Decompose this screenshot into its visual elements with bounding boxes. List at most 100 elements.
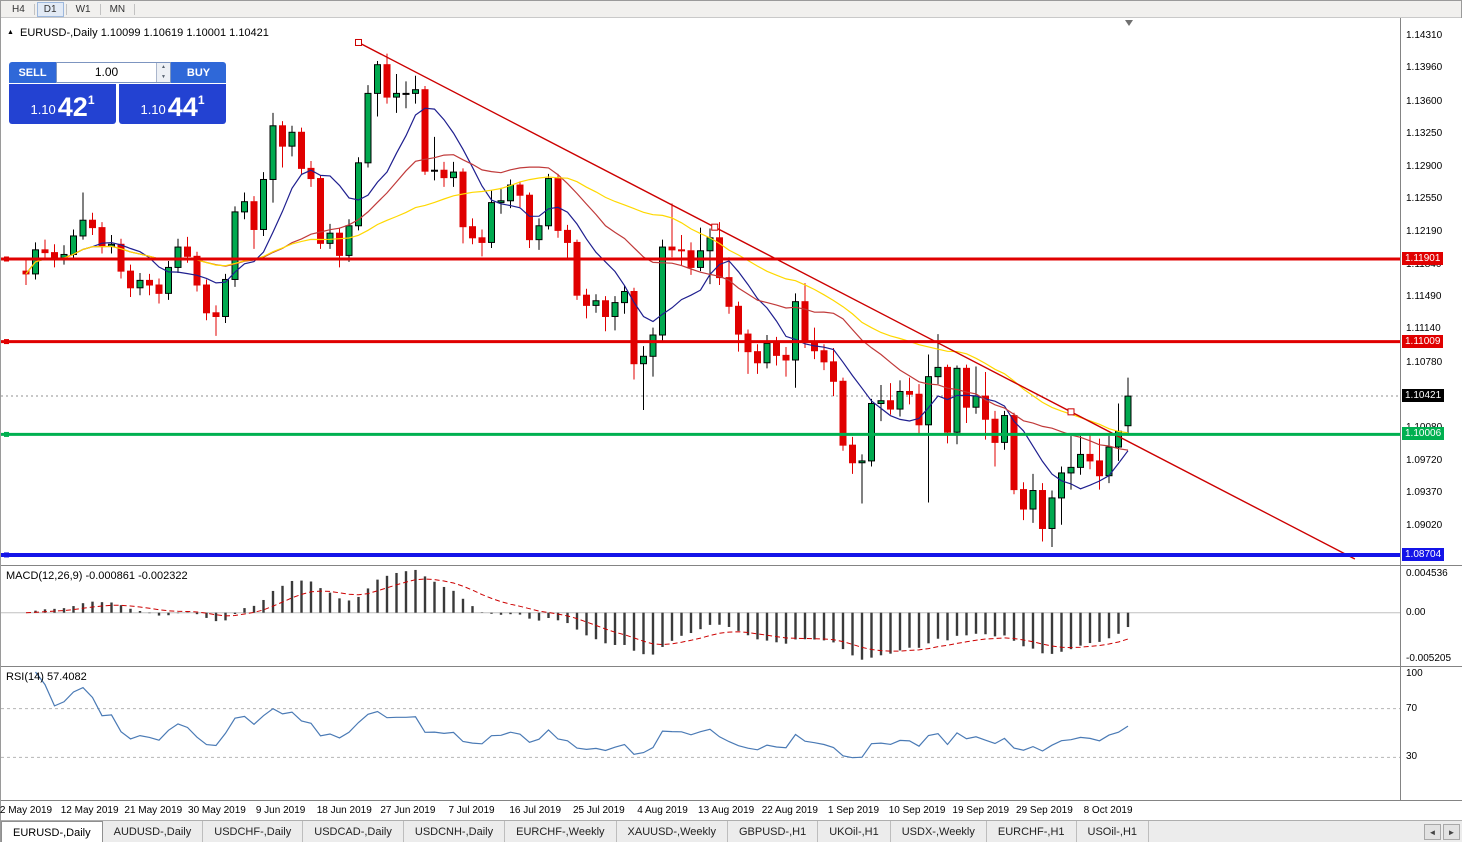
bid-price-badge: 1.10421: [1402, 389, 1445, 402]
date-label: 8 Oct 2019: [1083, 805, 1133, 816]
ma-20-line: [25, 154, 1129, 451]
level-line-anchor: [4, 339, 9, 345]
date-label: 19 Sep 2019: [952, 805, 1010, 816]
date-label: 22 Aug 2019: [761, 805, 818, 816]
chart-tab-audusd-daily[interactable]: AUDUSD-,Daily: [102, 821, 204, 842]
chart-tab-usdcad-daily[interactable]: USDCAD-,Daily: [303, 821, 404, 842]
candlestick-chart[interactable]: [1, 18, 1400, 565]
date-label: 13 Aug 2019: [698, 805, 755, 816]
date-label: 9 Jun 2019: [255, 805, 306, 816]
trendline-anchor: [711, 223, 719, 231]
chart-tab-xauusd-weekly[interactable]: XAUUSD-,Weekly: [616, 821, 728, 842]
sell-button[interactable]: SELL: [9, 62, 56, 83]
volume-increase-button[interactable]: ▲: [157, 63, 170, 73]
ma-8-line: [25, 107, 1129, 490]
toolbar-separator: [134, 3, 136, 15]
toolbar-separator: [33, 3, 35, 15]
price-chart-pane: 1.14310 1.13960 1.13600 1.13250 1.12900 1.125…: [1, 18, 1462, 565]
symbol-triangle-icon: ▲: [7, 29, 14, 36]
buy-price-display[interactable]: 1.10 44 1: [119, 84, 226, 124]
price-tick: 1.14310: [1406, 30, 1443, 41]
tabs-scroll-right-button[interactable]: ►: [1443, 824, 1460, 840]
rsi-tick: 30: [1406, 751, 1418, 763]
chart-tab-ukoil-h1[interactable]: UKOil-,H1: [818, 821, 891, 842]
rsi-tick: 100: [1406, 668, 1423, 679]
price-tick: 1.12550: [1406, 192, 1443, 204]
price-tick: 1.09720: [1406, 454, 1443, 466]
timeframe-button-mn[interactable]: MN: [109, 3, 126, 15]
chart-tab-usdcnh-daily[interactable]: USDCNH-,Daily: [403, 821, 506, 842]
level-line-anchor: [4, 431, 9, 437]
chart-tab-eurchf-h1[interactable]: EURCHF-,H1: [986, 821, 1077, 842]
volume-spinner: ▲ ▼: [156, 63, 170, 82]
descending-trendline: [358, 41, 1356, 560]
date-label: 2 May 2019: [0, 805, 53, 816]
toolbar-separator: [99, 3, 101, 15]
price-tick: 1.10780: [1406, 356, 1443, 368]
trendline-anchor: [355, 38, 362, 46]
rsi-indicator-pane: 100 70 30 RSI(14) 57.4082: [1, 666, 1462, 800]
timeframe-toolbar: H4 D1 W1 MN: [1, 1, 1461, 18]
chart-shift-marker: [1125, 20, 1133, 26]
date-label: 30 May 2019: [188, 805, 246, 816]
price-tick: 1.12190: [1406, 226, 1443, 238]
rsi-tick: 70: [1406, 702, 1418, 714]
macd-tick: -0.005205: [1406, 653, 1452, 664]
price-tick: 1.11140: [1406, 323, 1441, 335]
level-price-badge: 1.11009: [1402, 334, 1444, 348]
timeframe-button-w1[interactable]: W1: [75, 3, 91, 15]
macd-signal-line: [25, 578, 1129, 652]
buy-button[interactable]: BUY: [171, 62, 226, 83]
macd-label: MACD(12,26,9) -0.000861 -0.002322: [6, 570, 188, 582]
sell-price-display[interactable]: 1.10 42 1: [9, 84, 116, 124]
date-label: 25 Jul 2019: [572, 805, 625, 816]
toolbar-separator: [65, 3, 67, 15]
candles-layer: [22, 53, 1132, 547]
level-price-badge: 1.08704: [1402, 547, 1445, 561]
date-label: 29 Sep 2019: [1016, 805, 1073, 816]
macd-histogram: [34, 569, 1130, 660]
chart-tab-usoil-h1[interactable]: USOil-,H1: [1076, 821, 1150, 842]
level-line-anchor: [4, 552, 9, 558]
ma-33-line: [25, 176, 1129, 434]
timeframe-button-h4[interactable]: H4: [12, 3, 25, 15]
date-label: 21 May 2019: [124, 805, 183, 816]
macd-chart[interactable]: [1, 566, 1400, 666]
tabs-scroll-left-button[interactable]: ◄: [1424, 824, 1441, 840]
timeframe-button-d1[interactable]: D1: [36, 1, 64, 17]
chart-tab-eurchf-weekly[interactable]: EURCHF-,Weekly: [505, 821, 617, 842]
buy-price-point: 1: [197, 93, 205, 107]
chart-tab-gbpusd-h1[interactable]: GBPUSD-,H1: [727, 821, 819, 842]
level-price-badge: 1.11901: [1402, 252, 1444, 265]
date-label: 27 Jun 2019: [380, 805, 436, 816]
chart-title-symbol: EURUSD-,Daily: [20, 27, 98, 39]
chart-tab-usdchf-daily[interactable]: USDCHF-,Daily: [203, 821, 304, 842]
date-label: 4 Aug 2019: [637, 805, 688, 816]
level-price-badge: 1.10006: [1402, 427, 1445, 441]
date-label: 10 Sep 2019: [888, 805, 946, 816]
price-tick: 1.09020: [1406, 519, 1443, 531]
sell-price-pips: 42: [57, 92, 88, 122]
price-tick: 1.13250: [1406, 128, 1443, 140]
price-tick: 1.10080: [1406, 422, 1442, 433]
macd-tick: 0.004536: [1406, 568, 1448, 579]
sell-price-prefix: 1.10: [30, 102, 56, 117]
price-tick: 1.13600: [1406, 95, 1443, 107]
buy-price-pips: 44: [167, 92, 198, 122]
volume-input[interactable]: 1.00 ▲ ▼: [56, 62, 171, 83]
price-tick: 1.13960: [1406, 62, 1443, 74]
rsi-chart[interactable]: [1, 667, 1400, 800]
volume-decrease-button[interactable]: ▼: [157, 72, 170, 82]
chart-title-ohlc: 1.10099 1.10619 1.10001 1.10421: [100, 27, 269, 39]
price-tick: 1.09370: [1406, 487, 1443, 499]
chart-title: ▲ EURUSD-,Daily 1.10099 1.10619 1.10001 …: [7, 27, 269, 39]
price-tick: 1.11490: [1406, 291, 1442, 303]
macd-tick: 0.00: [1406, 606, 1426, 618]
chart-tab-usdx-weekly[interactable]: USDX-,Weekly: [890, 821, 987, 842]
chart-tab-bar: EURUSD-,Daily AUDUSD-,Daily USDCHF-,Daily U…: [1, 820, 1462, 842]
chart-tab-eurusd-daily[interactable]: EURUSD-,Daily: [1, 821, 103, 842]
tab-scroll-controls: ◄ ►: [1424, 824, 1460, 840]
price-axis: 1.14310 1.13960 1.13600 1.13250 1.12900 1.125…: [1400, 18, 1462, 565]
volume-value[interactable]: 1.00: [94, 65, 119, 79]
